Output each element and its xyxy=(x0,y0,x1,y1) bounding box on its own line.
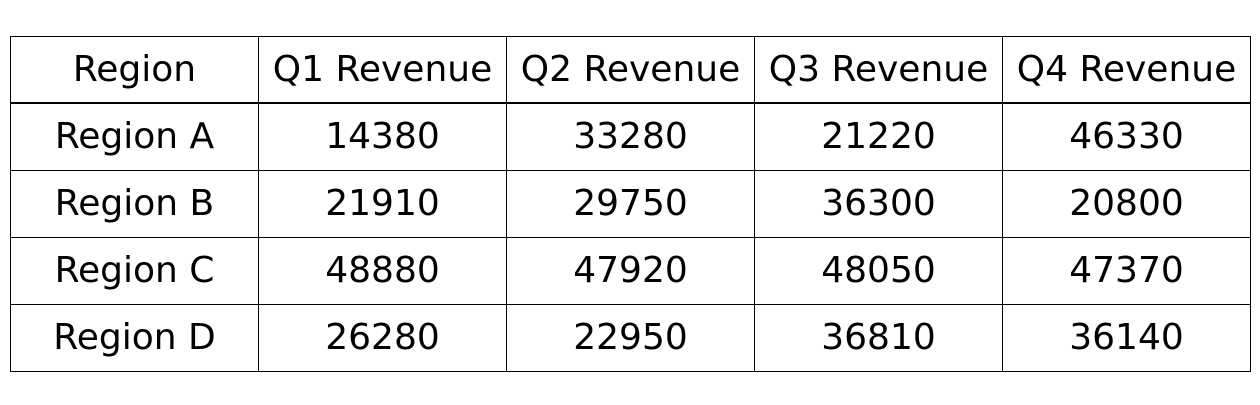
header-row: Region Q1 Revenue Q2 Revenue Q3 Revenue … xyxy=(10,36,1251,104)
value-cell: 46330 xyxy=(1002,102,1251,171)
value-cell: 14380 xyxy=(258,102,507,171)
value-cell: 20800 xyxy=(1002,170,1251,238)
row-label-cell: Region D xyxy=(10,304,259,372)
value-cell: 26280 xyxy=(258,304,507,372)
value-cell: 48880 xyxy=(258,237,507,305)
value-cell: 36300 xyxy=(754,170,1003,238)
table-row: Region C 48880 47920 48050 47370 xyxy=(10,237,1251,305)
value-cell: 21220 xyxy=(754,102,1003,171)
value-cell: 21910 xyxy=(258,170,507,238)
value-cell: 33280 xyxy=(506,102,755,171)
revenue-table: Region Q1 Revenue Q2 Revenue Q3 Revenue … xyxy=(10,36,1251,372)
table-row: Region B 21910 29750 36300 20800 xyxy=(10,170,1251,238)
column-header-region: Region xyxy=(10,36,259,104)
value-cell: 36810 xyxy=(754,304,1003,372)
row-label-cell: Region B xyxy=(10,170,259,238)
table-header: Region Q1 Revenue Q2 Revenue Q3 Revenue … xyxy=(10,36,1251,104)
value-cell: 47920 xyxy=(506,237,755,305)
column-header-q3-revenue: Q3 Revenue xyxy=(754,36,1003,104)
row-label-cell: Region C xyxy=(10,237,259,305)
column-header-q4-revenue: Q4 Revenue xyxy=(1002,36,1251,104)
value-cell: 22950 xyxy=(506,304,755,372)
column-header-q1-revenue: Q1 Revenue xyxy=(258,36,507,104)
table-row: Region D 26280 22950 36810 36140 xyxy=(10,304,1251,372)
value-cell: 29750 xyxy=(506,170,755,238)
row-label-cell: Region A xyxy=(10,102,259,171)
table-body: Region A 14380 33280 21220 46330 Region … xyxy=(10,102,1251,372)
value-cell: 47370 xyxy=(1002,237,1251,305)
column-header-q2-revenue: Q2 Revenue xyxy=(506,36,755,104)
value-cell: 48050 xyxy=(754,237,1003,305)
value-cell: 36140 xyxy=(1002,304,1251,372)
table-row: Region A 14380 33280 21220 46330 xyxy=(10,102,1251,171)
